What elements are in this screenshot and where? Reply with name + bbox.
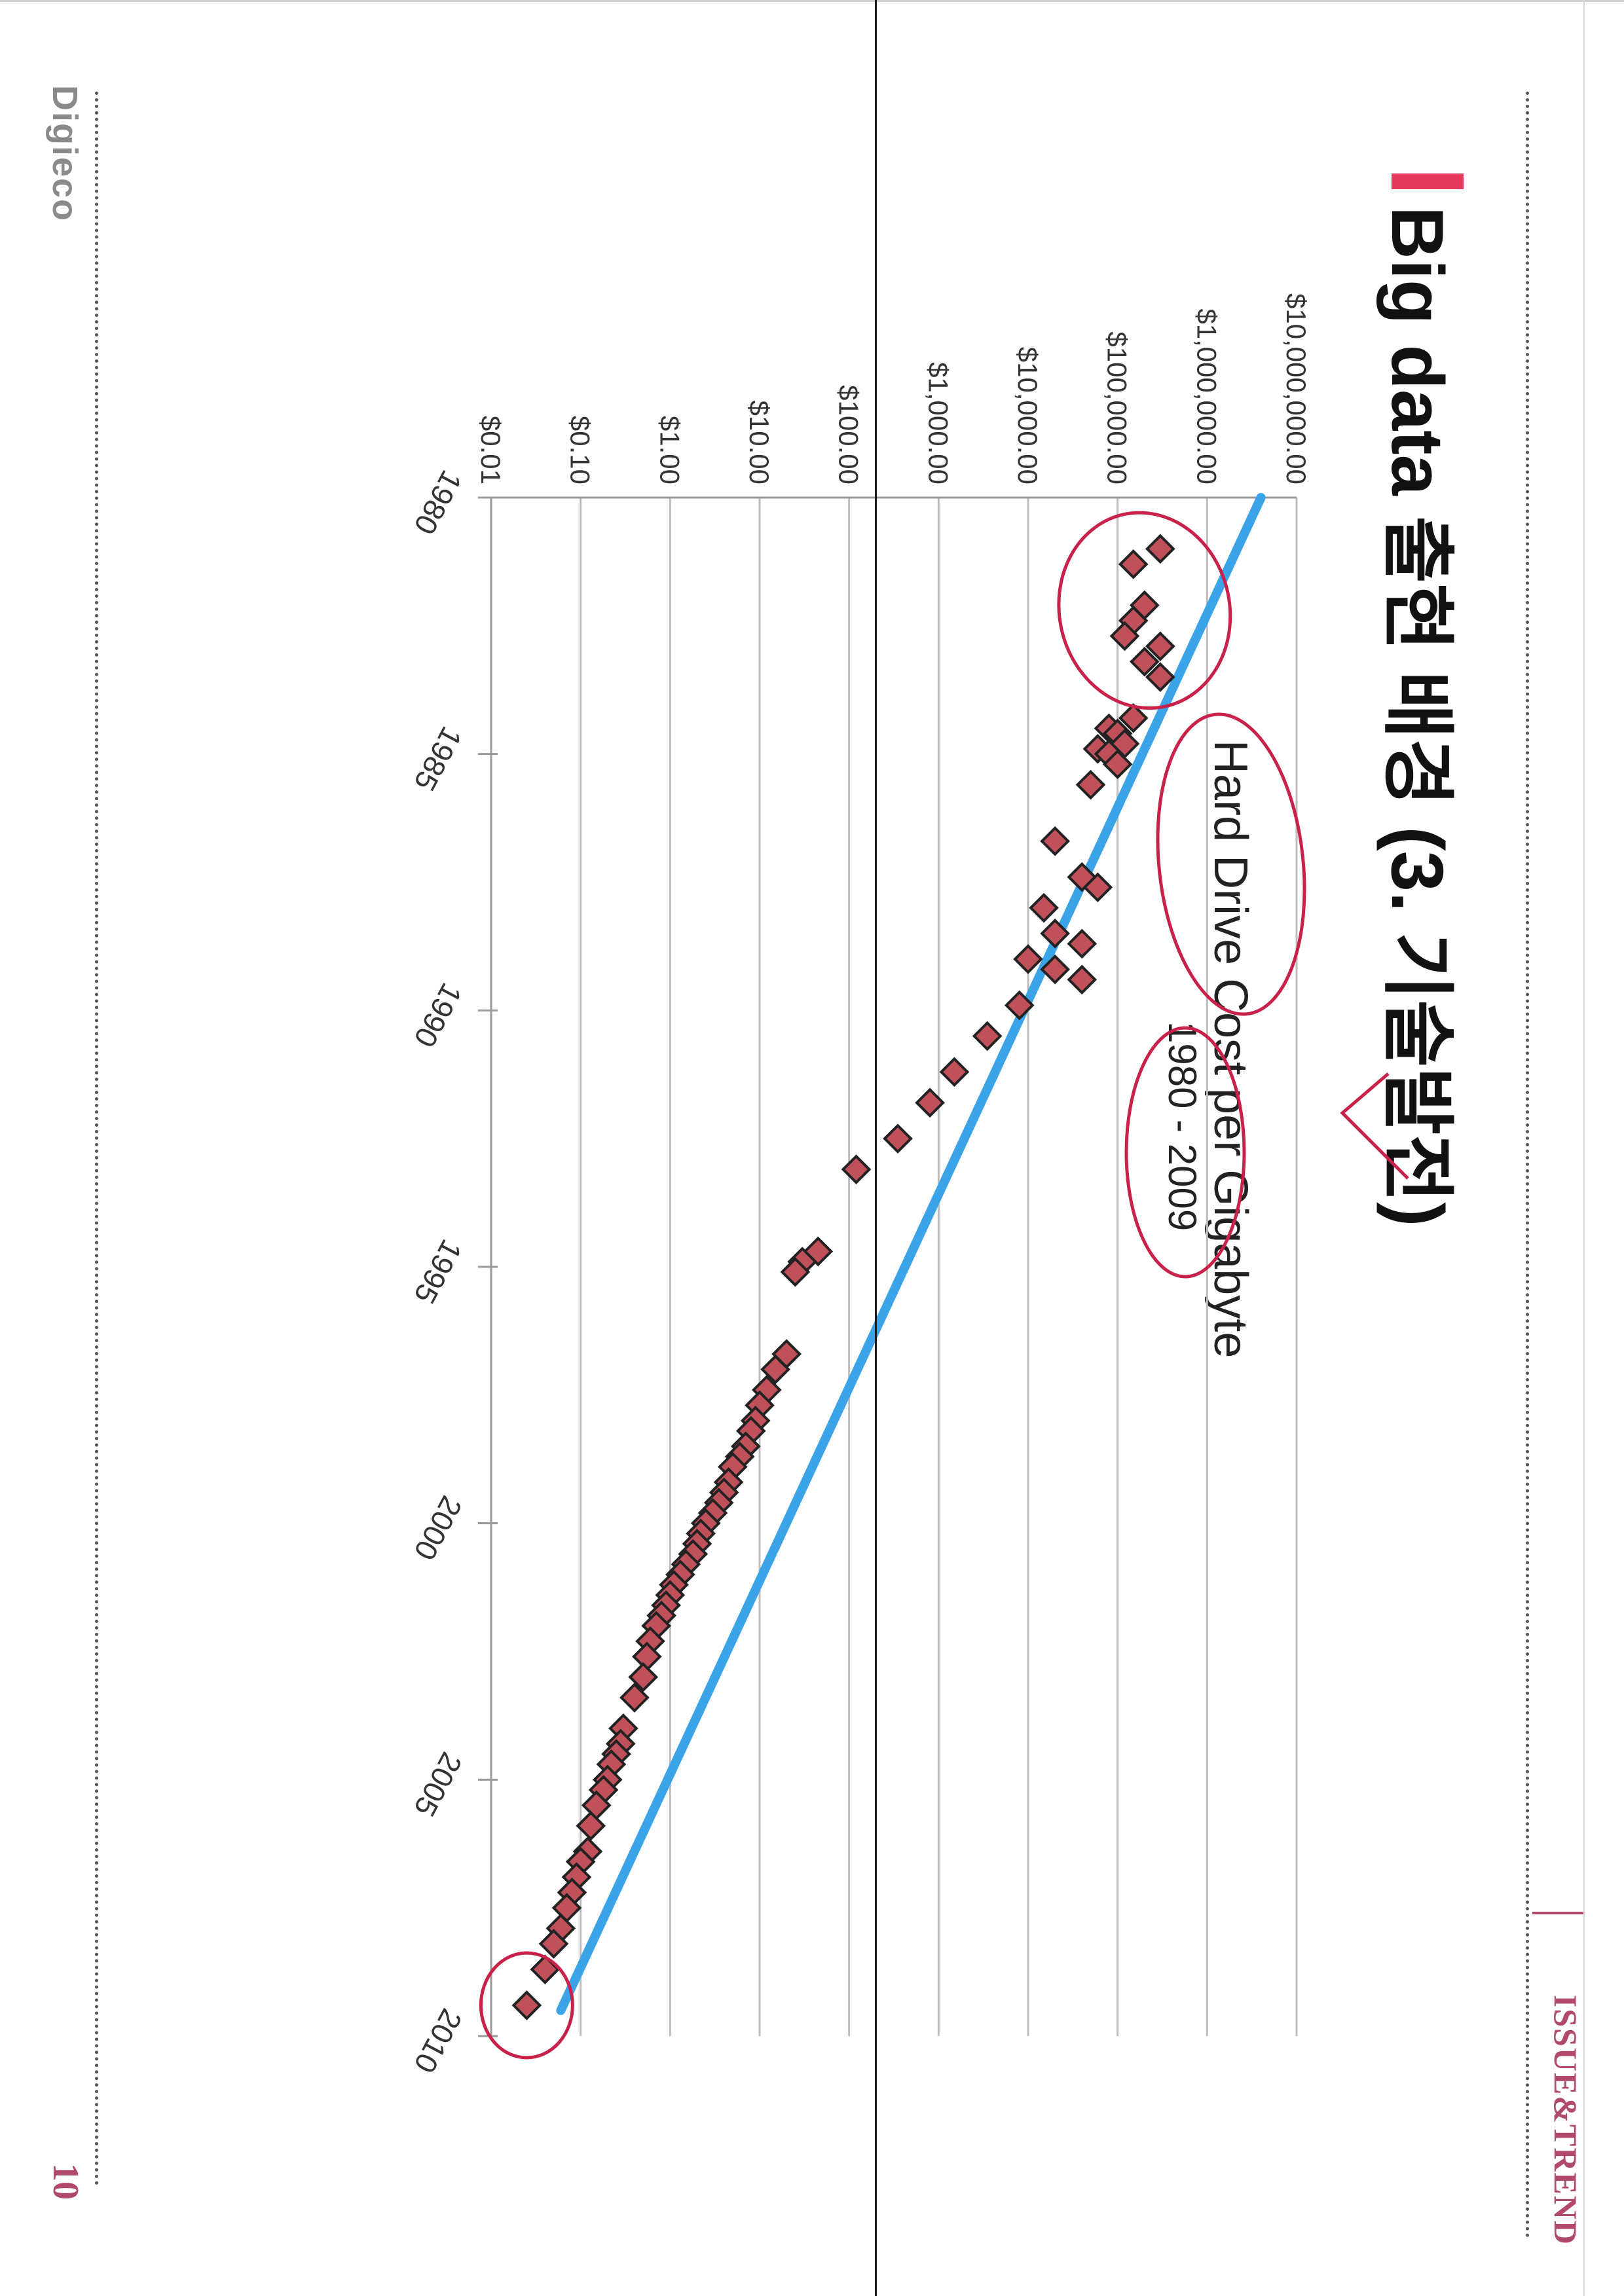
data-point — [972, 1021, 1003, 1051]
x-tick-label: 2005 — [407, 1747, 469, 1822]
annotation-circle-hard-drive — [1156, 712, 1306, 1016]
data-points — [511, 534, 1175, 2020]
chart-grid — [478, 496, 1298, 2037]
y-tick-label: $1,000.00 — [923, 362, 953, 484]
data-point — [619, 1683, 650, 1713]
annotation-circle-years — [1124, 1026, 1246, 1279]
data-point — [1075, 769, 1106, 800]
data-point — [511, 1990, 542, 2020]
data-point — [1129, 646, 1160, 677]
trend-line-path — [556, 493, 1266, 2015]
data-point — [1004, 990, 1035, 1021]
data-point — [883, 1123, 913, 1154]
x-tick-label: 1990 — [407, 977, 469, 1053]
page-number: 10 — [45, 2163, 86, 2200]
data-point — [1067, 964, 1098, 995]
data-point — [915, 1087, 945, 1118]
footer-divider — [95, 92, 98, 2187]
data-point — [1067, 928, 1098, 959]
data-point — [1040, 919, 1070, 949]
x-tick-label: 2010 — [407, 2003, 469, 2079]
footer-brand: Digieco — [45, 85, 84, 223]
y-tick-label: $1.00 — [654, 416, 685, 484]
data-point — [1102, 749, 1133, 780]
annotation-circle-early — [1057, 511, 1232, 710]
x-tick-label: 1995 — [407, 1234, 469, 1309]
data-point — [1013, 944, 1043, 974]
y-tick-label: $100.00 — [834, 385, 864, 484]
trend-line — [556, 493, 1266, 2015]
data-point — [530, 1954, 561, 1984]
y-tick-label: $100,000.00 — [1102, 331, 1133, 484]
data-point — [538, 1929, 569, 1959]
scan-edge-top — [0, 0, 1624, 2]
data-point — [1145, 631, 1175, 661]
y-tick-label: $0.01 — [475, 416, 506, 484]
y-tick-labels: $0.01 $0.10 $1.00 $10.00 $100.00 $1,000.00 $10… — [475, 293, 1312, 484]
data-point — [632, 1641, 662, 1672]
y-tick-label: $0.10 — [565, 416, 596, 484]
data-point — [581, 1790, 612, 1821]
data-point — [841, 1154, 872, 1184]
data-point — [1118, 703, 1149, 733]
scan-edge-right — [1583, 0, 1585, 2296]
scan-fold-line — [875, 0, 877, 2296]
x-tick-labels: 1980 1985 1990 1995 2000 2005 2010 — [407, 465, 469, 2079]
x-tick-label: 2000 — [407, 1491, 469, 1566]
x-tick-label: 1980 — [407, 465, 469, 540]
annotation-checkmark — [1340, 1072, 1409, 1180]
data-point — [760, 1354, 790, 1385]
data-point — [1145, 662, 1175, 692]
data-point — [1082, 872, 1113, 903]
y-tick-label: $10,000,000.00 — [1281, 293, 1312, 484]
data-point — [1040, 954, 1070, 985]
data-point — [1118, 549, 1149, 579]
x-tick-label: 1985 — [407, 721, 469, 797]
data-point — [780, 1257, 811, 1287]
y-tick-label: $10,000.00 — [1012, 347, 1043, 484]
data-point — [939, 1057, 970, 1087]
data-point — [1040, 826, 1070, 856]
data-point — [628, 1662, 659, 1692]
data-point — [576, 1811, 606, 1841]
y-tick-label: $1,000,000.00 — [1191, 308, 1222, 484]
annotation-circle-latest — [479, 1951, 574, 2060]
y-tick-label: $10.00 — [744, 401, 775, 484]
data-point — [1109, 621, 1140, 651]
hand-annotations — [479, 511, 1409, 2060]
data-point — [1145, 534, 1175, 564]
data-point — [1029, 892, 1059, 923]
